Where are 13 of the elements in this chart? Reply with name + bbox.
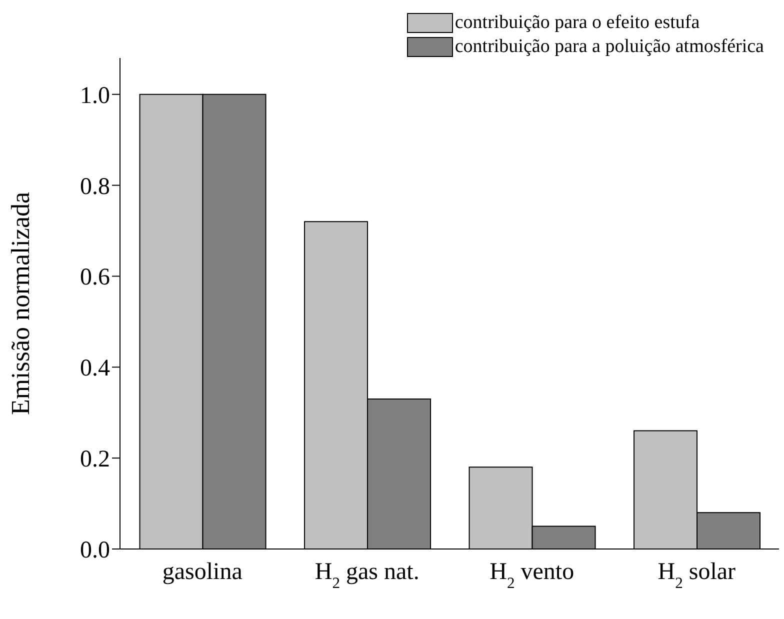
- x-tick-label: gasolina: [162, 559, 243, 585]
- x-tick-label: H$_{2}$ solar: [658, 559, 736, 592]
- y-axis-title: Emissão normalizada: [6, 192, 36, 416]
- y-tick-label: 1.0: [80, 82, 110, 109]
- y-tick-label: 0.0: [80, 538, 110, 564]
- x-tick-label: H$_{2}$ vento: [490, 559, 574, 592]
- x-tick-label: H$_{2}$ gas nat.: [314, 559, 420, 592]
- y-tick-label: 0.2: [80, 446, 110, 473]
- legend-label: contribuição para a poluição atmosférica: [454, 36, 764, 58]
- y-tick-label: 0.4: [80, 356, 110, 382]
- y-tick-label: 0.6: [80, 264, 110, 291]
- legend-label: contribuição para o efeito estufa: [454, 12, 700, 34]
- y-tick-label: 0.8: [80, 174, 110, 200]
